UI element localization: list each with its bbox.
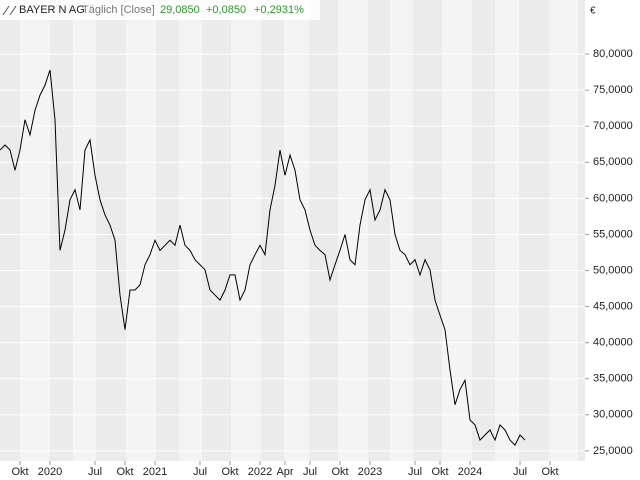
period-band <box>50 0 73 461</box>
x-tick-label: Apr <box>276 466 293 478</box>
x-tick-label: Okt <box>221 466 238 478</box>
period-band <box>578 0 585 461</box>
x-tick-label: Okt <box>116 466 133 478</box>
line-icon <box>2 5 17 16</box>
header-bg <box>0 0 320 20</box>
change: +0,0850 <box>206 4 246 16</box>
y-tick-label: 25,0000 <box>593 445 633 457</box>
y-tick-label: 40,0000 <box>593 337 633 349</box>
y-tick-label: 60,0000 <box>593 192 633 204</box>
background <box>0 0 585 461</box>
y-tick-label: 45,0000 <box>593 301 633 313</box>
x-tick-label: Jul <box>88 466 102 478</box>
x-tick-label: Jul <box>193 466 207 478</box>
x-tick-label: 2022 <box>248 466 272 478</box>
chart-subtitle: Täglich [Close] <box>82 4 155 16</box>
period-band <box>519 0 549 461</box>
y-tick-label: 75,0000 <box>593 84 633 96</box>
x-tick-label: Jul <box>513 466 527 478</box>
period-band <box>472 0 495 461</box>
x-tick-label: Jul <box>408 466 422 478</box>
change-pct: +0,2931% <box>254 4 304 16</box>
period-band <box>309 0 338 461</box>
x-tick-label: Okt <box>431 466 448 478</box>
chart-title: BAYER N AG <box>19 4 85 16</box>
y-tick-label: 35,0000 <box>593 373 633 385</box>
period-band <box>156 0 179 461</box>
y-tick-label: 55,0000 <box>593 228 633 240</box>
y-tick-label: 30,0000 <box>593 409 633 421</box>
x-tick-label: 2021 <box>143 466 167 478</box>
period-band <box>0 0 20 461</box>
x-tick-label: 2023 <box>358 466 382 478</box>
last-price: 29,0850 <box>160 4 200 16</box>
price-line <box>0 69 526 446</box>
y-tick-label: 80,0000 <box>593 48 633 60</box>
x-tick-label: Okt <box>331 466 348 478</box>
y-tick-label: 65,0000 <box>593 156 633 168</box>
y-tick-label: 70,0000 <box>593 120 633 132</box>
y-tick-label: 50,0000 <box>593 264 633 276</box>
plot <box>0 69 526 446</box>
period-band <box>368 0 390 461</box>
x-tick-label: Okt <box>541 466 558 478</box>
period-band <box>413 0 442 461</box>
period-band <box>261 0 284 461</box>
x-tick-label: Okt <box>11 466 28 478</box>
plot-area <box>0 0 585 461</box>
x-tick-label: 2020 <box>38 466 62 478</box>
x-tick-label: 2024 <box>458 466 482 478</box>
period-band <box>96 0 126 461</box>
x-tick-label: Jul <box>303 466 317 478</box>
unit: € <box>590 6 596 17</box>
period-band <box>202 0 231 461</box>
